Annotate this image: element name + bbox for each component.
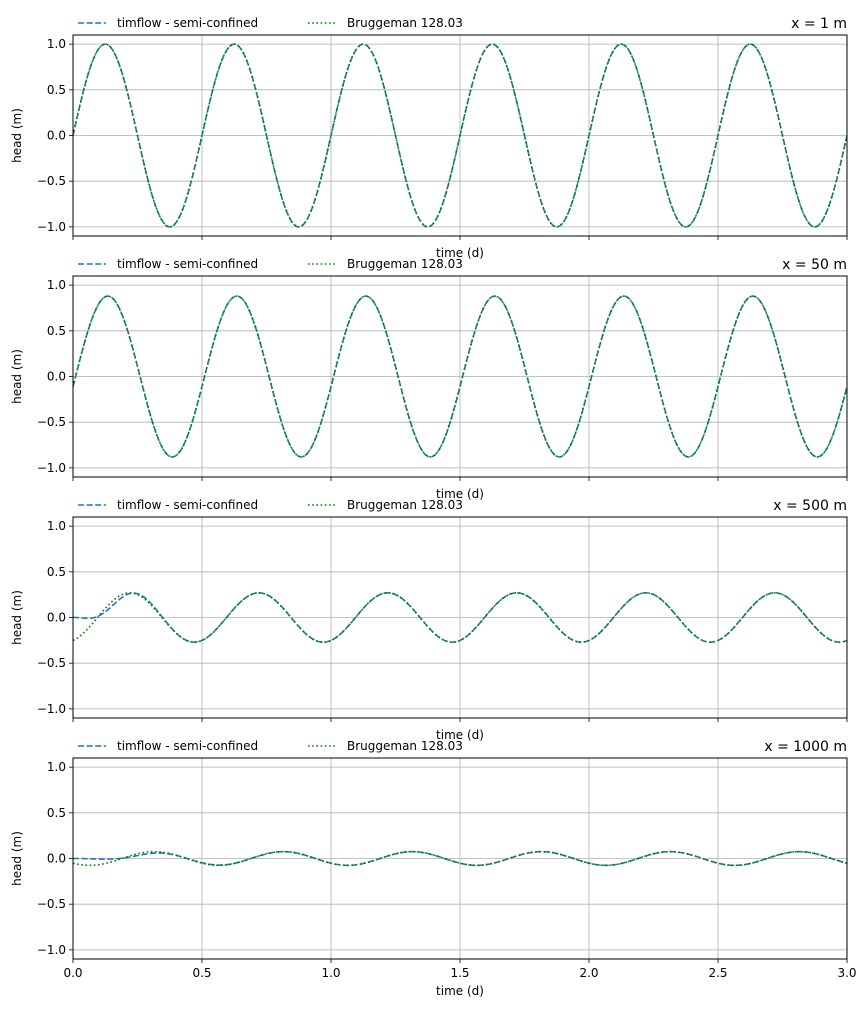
- bruggeman-line: [73, 43, 847, 228]
- bruggeman-line: [73, 295, 847, 458]
- panel-x-1000m: 0.0 0.5 1.0 1.5 2.0 2.5 3.0 −1.0 −0.5 0.0 0.5 1.0 x …: [10, 739, 857, 998]
- x-tick-label: 0.0: [63, 966, 82, 980]
- y-tick-label: −0.5: [37, 897, 66, 911]
- grid-lines: [72, 276, 848, 477]
- y-tick-label: 1.0: [47, 37, 66, 51]
- y-tick-label: 1.0: [47, 519, 66, 533]
- legend-label-timflow: timflow - semi-confined: [117, 739, 258, 753]
- x-axis-label: time (d): [436, 728, 484, 742]
- panel-x-500m: −1.0 −0.5 0.0 0.5 1.0 x = 500 m head (m) time (…: [10, 498, 848, 742]
- y-tick-label: −0.5: [37, 415, 66, 429]
- y-tick-label: −0.5: [37, 174, 66, 188]
- panel-x-1m: −1.0 −0.5 0.0 0.5 1.0 x = 1 m head (m) time (d)…: [10, 16, 848, 260]
- panel-title: x = 500 m: [773, 498, 847, 514]
- legend-label-bruggeman: Bruggeman 128.03: [347, 257, 463, 271]
- y-axis-label: head (m): [10, 590, 24, 645]
- timflow-line: [73, 850, 847, 867]
- legend-label-timflow: timflow - semi-confined: [117, 257, 258, 271]
- grid-lines: [72, 758, 848, 959]
- panel-title: x = 50 m: [782, 257, 847, 273]
- legend-label-timflow: timflow - semi-confined: [117, 16, 258, 30]
- data-series: [73, 43, 847, 228]
- legend-label-bruggeman: Bruggeman 128.03: [347, 498, 463, 512]
- legend-label-bruggeman: Bruggeman 128.03: [347, 739, 463, 753]
- y-tick-label: 0.5: [47, 83, 66, 97]
- y-tick-label: −0.5: [37, 656, 66, 670]
- x-tick-label: 0.5: [192, 966, 211, 980]
- x-axis-label: time (d): [436, 246, 484, 260]
- y-tick-label: 0.5: [47, 324, 66, 338]
- x-tick-label: 1.0: [321, 966, 340, 980]
- panel-x-50m: −1.0 −0.5 0.0 0.5 1.0 x = 50 m head (m) time (d…: [10, 257, 848, 501]
- x-axis-label: time (d): [436, 984, 484, 998]
- bruggeman-line: [73, 592, 847, 643]
- y-tick-label: 1.0: [47, 760, 66, 774]
- y-tick-label: 0.0: [47, 852, 66, 866]
- y-tick-label: 0.5: [47, 806, 66, 820]
- y-axis-label: head (m): [10, 108, 24, 163]
- data-series: [73, 850, 847, 867]
- y-tick-label: −1.0: [37, 220, 66, 234]
- grid-lines: [72, 517, 848, 718]
- panel-title: x = 1 m: [791, 16, 847, 32]
- y-axis-label: head (m): [10, 831, 24, 886]
- x-tick-label: 3.0: [837, 966, 856, 980]
- y-tick-label: 0.0: [47, 370, 66, 384]
- x-axis-label: time (d): [436, 487, 484, 501]
- panel-title: x = 1000 m: [764, 739, 847, 755]
- legend-label-timflow: timflow - semi-confined: [117, 498, 258, 512]
- x-tick-label: 1.5: [450, 966, 469, 980]
- y-tick-label: 1.0: [47, 278, 66, 292]
- y-tick-label: −1.0: [37, 702, 66, 716]
- y-tick-label: −1.0: [37, 461, 66, 475]
- legend-label-bruggeman: Bruggeman 128.03: [347, 16, 463, 30]
- data-series: [73, 592, 847, 643]
- y-axis-label: head (m): [10, 349, 24, 404]
- x-tick-label: 2.5: [708, 966, 727, 980]
- y-tick-label: 0.5: [47, 565, 66, 579]
- y-tick-label: 0.0: [47, 611, 66, 625]
- y-tick-label: 0.0: [47, 129, 66, 143]
- y-tick-label: −1.0: [37, 943, 66, 957]
- x-tick-label: 2.0: [579, 966, 598, 980]
- data-series: [73, 295, 847, 458]
